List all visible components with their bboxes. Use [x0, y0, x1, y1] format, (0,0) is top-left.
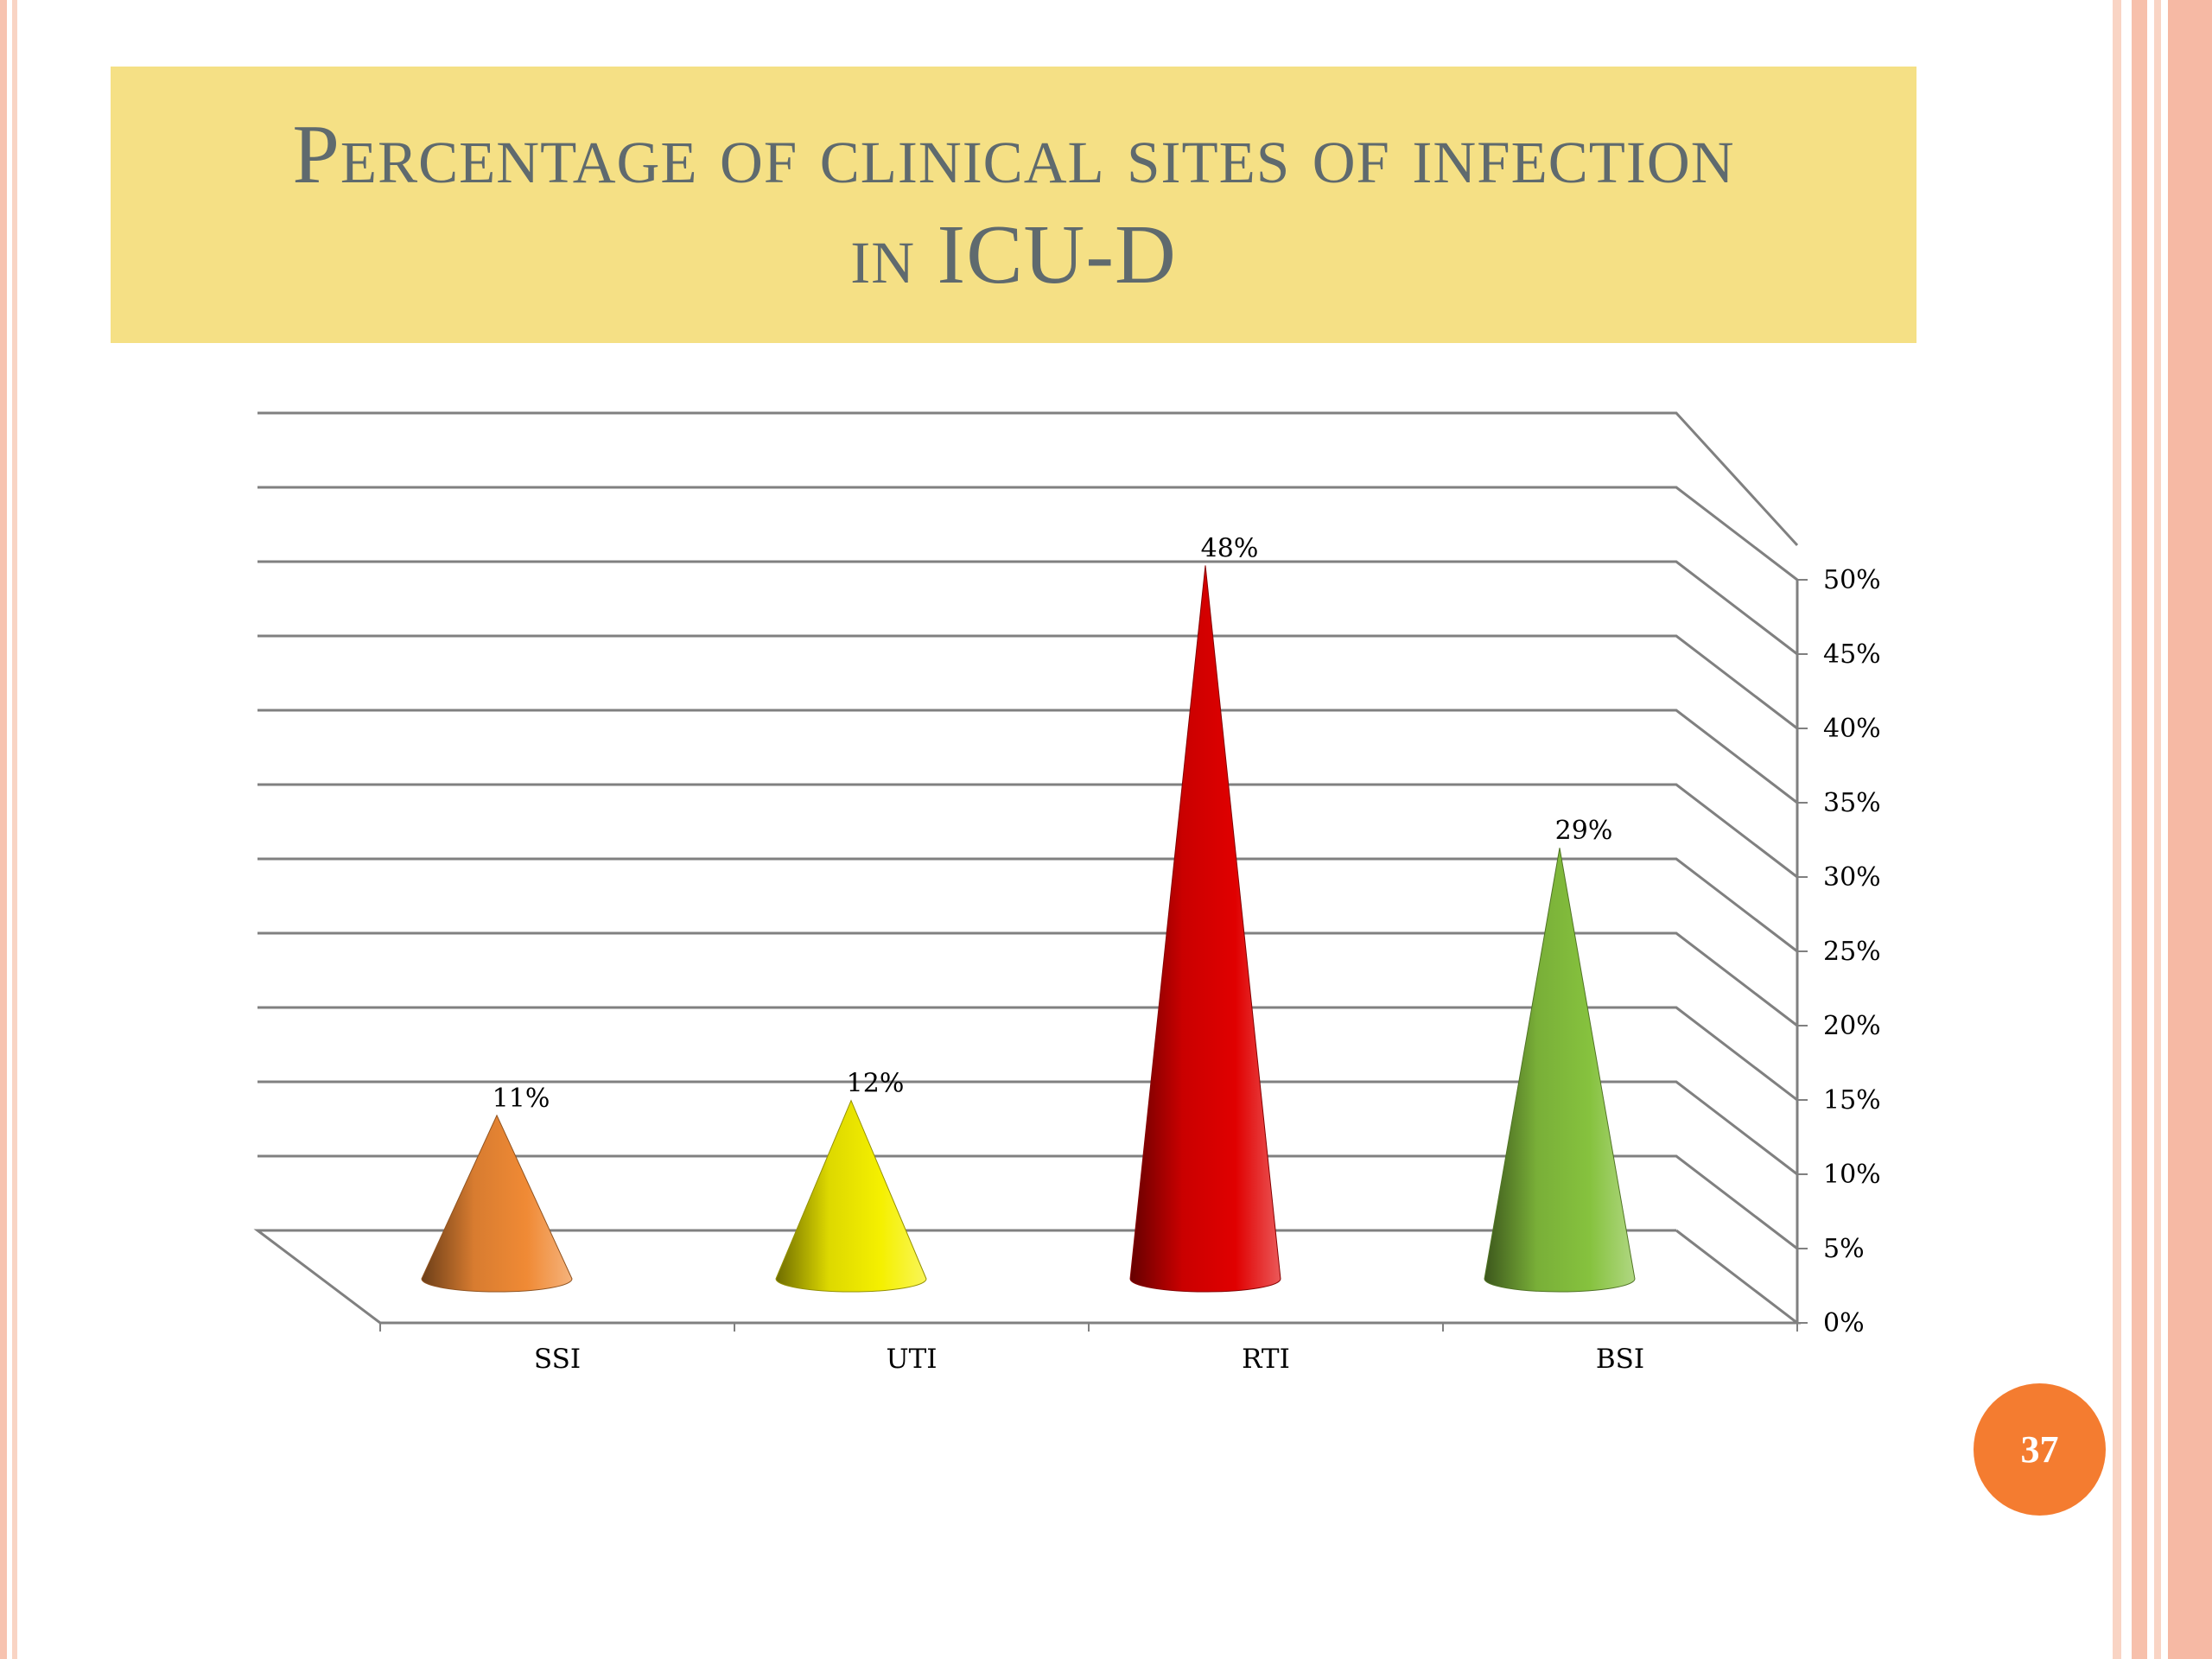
y-tick-label: 25%	[1823, 937, 1881, 967]
cone-body	[421, 1114, 573, 1293]
y-tick-label: 5%	[1823, 1234, 1865, 1264]
slide-left-border	[0, 0, 7, 1659]
y-tick-label: 0%	[1823, 1308, 1865, 1338]
title-banner: Percentage of clinical sites of infectio…	[111, 67, 1916, 343]
y-tick-label: 45%	[1823, 639, 1881, 670]
gridline	[257, 931, 1798, 1027]
data-label: 48%	[1201, 533, 1259, 563]
chart-cones	[421, 565, 1636, 1293]
cone-bar-uti	[775, 1099, 927, 1293]
gridline	[257, 709, 1798, 804]
slide-right-border	[2113, 0, 2212, 1659]
gridline-top	[257, 411, 1799, 547]
chart-gridlines	[257, 411, 1799, 1250]
gridline	[257, 1006, 1798, 1102]
page-number-badge: 37	[1974, 1383, 2106, 1516]
gridline	[257, 560, 1798, 656]
gridline	[257, 486, 1798, 582]
y-tick-label: 35%	[1823, 788, 1881, 818]
cone-bar-ssi	[421, 1114, 573, 1293]
page-number: 37	[2020, 1428, 2059, 1471]
y-tick-label: 40%	[1823, 714, 1881, 744]
cone-bar-rti	[1129, 565, 1281, 1293]
data-label: 11%	[493, 1084, 550, 1114]
y-tick-label: 30%	[1823, 862, 1881, 893]
y-tick-label: 15%	[1823, 1085, 1881, 1116]
gridline	[257, 783, 1798, 879]
y-tick-label: 10%	[1823, 1160, 1881, 1190]
chart-axes	[253, 579, 1808, 1332]
x-category-label: BSI	[1596, 1344, 1644, 1375]
gridline	[257, 634, 1798, 730]
gridline	[257, 1154, 1798, 1250]
y-tick-label: 20%	[1823, 1011, 1881, 1041]
x-category-label: RTI	[1242, 1344, 1290, 1375]
data-label: 12%	[847, 1069, 905, 1099]
gridline	[257, 857, 1798, 953]
slide-left-border-inner	[12, 0, 17, 1659]
gridline	[257, 1080, 1798, 1176]
cone-body	[1129, 565, 1281, 1293]
x-category-label: UTI	[886, 1344, 937, 1375]
y-tick-label: 50%	[1823, 565, 1881, 595]
slide-title: Percentage of clinical sites of infectio…	[292, 108, 1735, 302]
chart-labels: 0% 5% 10% 15% 20% 25% 30% 35% 40% 45% 50% 11% SSI 12%…	[493, 533, 1881, 1375]
cone-body	[1484, 848, 1636, 1293]
cone-bar-bsi	[1484, 848, 1636, 1293]
data-label: 29%	[1555, 816, 1613, 846]
cone-body	[775, 1099, 927, 1293]
x-category-label: SSI	[534, 1344, 581, 1375]
